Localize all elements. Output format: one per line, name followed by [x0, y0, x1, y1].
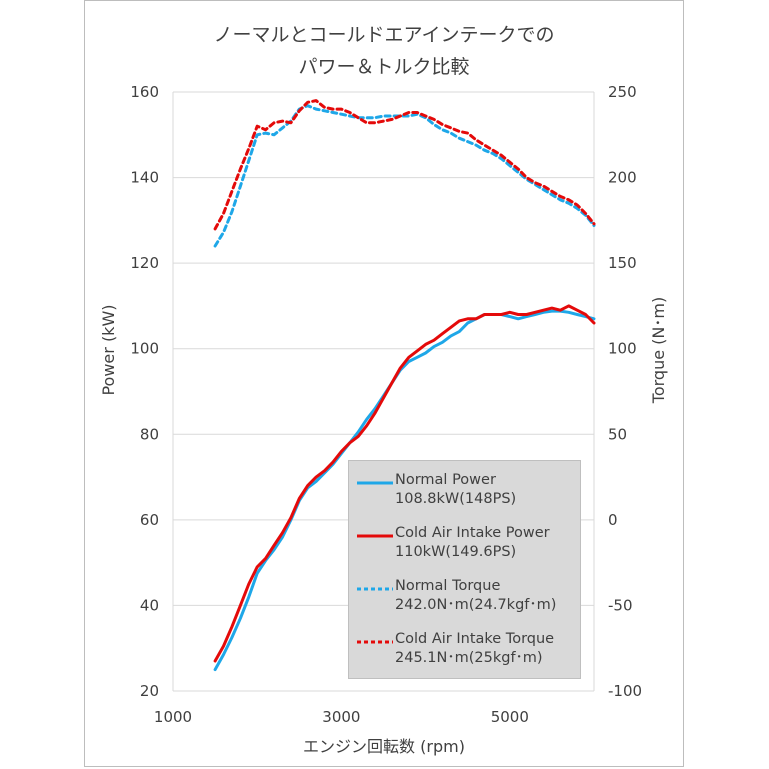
y2-tick-label: 0: [608, 511, 618, 529]
legend-label: Normal Power: [395, 472, 496, 488]
legend: Normal Power 108.8kW(148PS) Cold Air Int…: [348, 460, 581, 679]
legend-label: Cold Air Intake Torque: [395, 631, 555, 647]
series-lines: [213, 99, 596, 672]
legend-item-normal-power: Normal Power 108.8kW(148PS): [349, 471, 580, 521]
x-tick-label: 1000: [154, 708, 192, 726]
legend-sublabel: 108.8kW(148PS): [395, 491, 517, 507]
legend-sublabel: 245.1N･m(25kgf･m): [395, 650, 543, 666]
series-line-normal-power: [213, 309, 596, 672]
legend-item-normal-torque: Normal Torque 242.0N･m(24.7kgf･m): [349, 577, 580, 627]
y-tick-label: 100: [130, 340, 159, 358]
y-tick-label: 140: [130, 169, 159, 187]
y2-axis-title: Torque (N･m): [649, 297, 668, 404]
x-axis-title: エンジン回転数 (rpm): [303, 737, 465, 756]
legend-label: Cold Air Intake Power: [395, 525, 550, 541]
y2-tick-label: -50: [608, 596, 633, 614]
y-tick-label: 160: [130, 83, 159, 101]
legend-item-cold-torque: Cold Air Intake Torque 245.1N･m(25kgf･m): [349, 630, 580, 680]
y2-tick-label: 250: [608, 83, 637, 101]
legend-label: Normal Torque: [395, 578, 501, 594]
chart-title-line2: パワー＆トルク比較: [298, 56, 470, 78]
y2-tick-label: -100: [608, 682, 642, 700]
y-tick-label: 120: [130, 254, 159, 272]
y-axis-title: Power (kW): [99, 304, 118, 395]
legend-sublabel: 110kW(149.6PS): [395, 544, 517, 560]
y-tick-label: 80: [140, 425, 159, 443]
y2-tick-label: 50: [608, 425, 627, 443]
series-line-normal-torque: [213, 104, 596, 248]
y2-tick-label: 150: [608, 254, 637, 272]
x-tick-label: 3000: [322, 708, 360, 726]
legend-item-cold-power: Cold Air Intake Power 110kW(149.6PS): [349, 524, 580, 574]
series-line-cold-air-intake-power: [213, 304, 596, 663]
x-tick-label: 5000: [491, 708, 529, 726]
y-tick-label: 60: [140, 511, 159, 529]
y2-tick-label: 200: [608, 169, 637, 187]
tick-labels: 20 40 60 80 100 120 140 160 -100 -50 0 50 100 150 200 2…: [130, 83, 642, 726]
y2-tick-label: 100: [608, 340, 637, 358]
series-line-cold-air-intake-torque: [213, 99, 596, 231]
legend-sublabel: 242.0N･m(24.7kgf･m): [395, 597, 557, 613]
y-tick-label: 20: [140, 682, 159, 700]
chart-title-line1: ノーマルとコールドエアインテークでの: [213, 24, 555, 46]
y-tick-label: 40: [140, 596, 159, 614]
